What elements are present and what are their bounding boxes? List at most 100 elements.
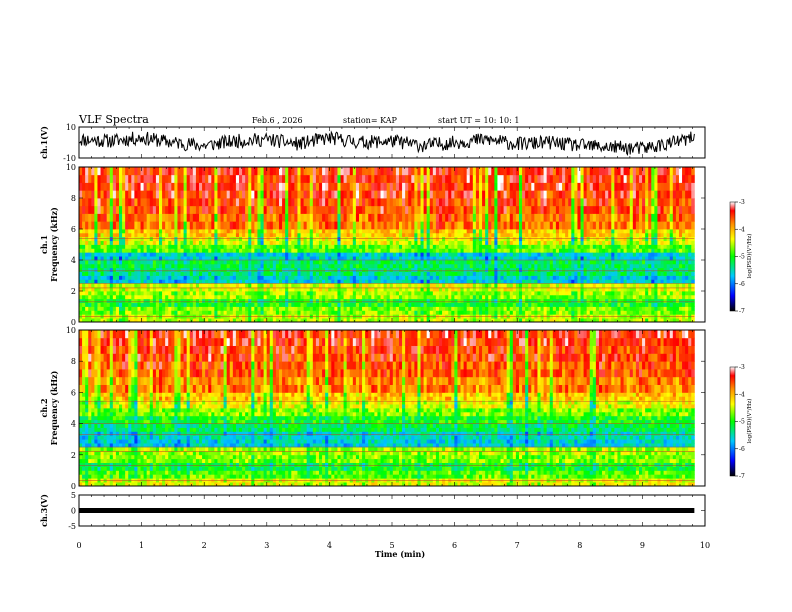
spectrogram-cell <box>423 240 428 245</box>
spectrogram-cell <box>180 190 185 199</box>
spectrogram-cell <box>177 283 181 288</box>
spectrogram-cell <box>260 229 265 234</box>
spectrogram-cell <box>543 174 548 183</box>
spectrogram-cell <box>134 287 138 292</box>
spectrogram-cell <box>420 306 424 311</box>
spectrogram-cell <box>389 263 394 269</box>
spectrogram-cell <box>272 294 277 300</box>
spectrogram-cell <box>405 260 409 265</box>
spectrogram-cell <box>112 283 117 288</box>
spectrogram-cell <box>312 182 317 191</box>
spectrogram-cell <box>217 267 221 273</box>
spectrogram-cell <box>214 310 218 315</box>
spectrogram-cell <box>177 279 181 284</box>
spectrogram-cell <box>278 275 283 280</box>
spectrogram-cell <box>485 263 489 269</box>
spectrogram-cell <box>417 287 421 292</box>
spectrogram-cell <box>103 310 108 315</box>
spectrogram-cell <box>214 279 218 284</box>
spectrogram-cell <box>346 205 351 214</box>
spectrogram-cell <box>202 205 206 214</box>
spectrogram-cell <box>205 256 209 261</box>
spectrogram-cell <box>186 236 191 242</box>
spectrogram-cell <box>463 182 468 191</box>
spectrogram-cell <box>82 275 86 280</box>
spectrogram-cell <box>251 221 255 230</box>
spectrogram-cell <box>469 198 474 207</box>
spectrogram-cell <box>426 275 431 280</box>
spectrogram-cell <box>79 287 83 292</box>
spectrogram-cell <box>300 229 305 234</box>
spectrogram-cell <box>260 275 265 280</box>
spectrogram-cell <box>198 248 203 253</box>
spectrogram-cell <box>395 306 400 311</box>
spectrogram-cell <box>469 213 474 222</box>
spectrogram-cell <box>159 182 163 191</box>
spectrogram-cell <box>192 244 197 249</box>
spectrogram-cell <box>318 318 323 323</box>
spectrogram-cell <box>426 306 431 311</box>
spectrogram-cell <box>358 167 363 176</box>
spectrogram-cell <box>500 240 504 245</box>
spectrogram-cell <box>266 174 271 183</box>
spectrogram-cell <box>155 275 160 280</box>
spectrogram-cell <box>177 287 181 292</box>
spectrogram-cell <box>451 236 455 242</box>
spectrogram-cell <box>408 283 412 288</box>
spectrogram-cell <box>309 236 314 242</box>
spectrogram-cell <box>522 302 526 307</box>
spectrogram-cell <box>322 198 326 207</box>
spectrogram-cell <box>405 275 409 280</box>
spectrogram-cell <box>463 263 468 269</box>
spectrogram-cell <box>146 260 151 265</box>
spectrogram-cell <box>386 256 391 261</box>
spectrogram-cell <box>214 205 218 214</box>
spectrogram-cell <box>395 236 400 242</box>
spectrogram-cell <box>125 267 129 273</box>
spectrogram-cell <box>162 174 166 183</box>
spectrogram-cell <box>389 213 394 222</box>
spectrogram-cell <box>115 205 120 214</box>
spectrogram-cell <box>340 263 345 269</box>
spectrogram-cell <box>272 291 277 296</box>
spectrogram-cell <box>278 240 283 245</box>
spectrogram-cell <box>79 306 83 311</box>
spectrogram-cell <box>389 275 394 280</box>
spectrogram-cell <box>509 244 514 249</box>
spectrogram-cell <box>214 294 218 300</box>
spectrogram-cell <box>349 283 354 288</box>
spectrogram-cell <box>306 182 311 191</box>
spectrogram-cell <box>266 291 271 296</box>
spectrogram-cell <box>402 167 406 176</box>
spectrogram-cell <box>146 221 151 230</box>
spectrogram-cell <box>478 198 483 207</box>
spectrogram-cell <box>245 213 249 222</box>
spectrogram-cell <box>208 267 212 273</box>
spectrogram-cell <box>340 198 345 207</box>
spectrogram-cell <box>220 248 225 253</box>
spectrogram-cell <box>454 271 458 276</box>
spectrogram-cell <box>478 252 483 257</box>
spectrogram-cell <box>269 256 274 261</box>
spectrogram-cell <box>112 318 117 323</box>
spectrogram-cell <box>269 260 274 265</box>
spectrogram-cell <box>263 229 268 234</box>
spectrogram-cell <box>318 248 323 253</box>
spectrogram-cell <box>223 263 228 269</box>
spectrogram-cell <box>506 190 511 199</box>
spectrogram-cell <box>460 275 464 280</box>
spectrogram-cell <box>389 174 394 183</box>
spectrogram-cell <box>285 271 289 276</box>
spectrogram-cell <box>112 167 117 176</box>
spectrogram-cell <box>189 306 194 311</box>
spectrogram-cell <box>451 294 455 300</box>
spectrogram-cell <box>485 279 489 284</box>
spectrogram-cell <box>331 229 335 234</box>
spectrogram-cell <box>494 248 498 253</box>
spectrogram-cell <box>488 167 492 176</box>
spectrogram-cell <box>491 252 495 257</box>
spectrogram-cell <box>238 306 243 311</box>
spectrogram-cell <box>232 236 237 242</box>
spectrogram-cell <box>392 275 397 280</box>
spectrogram-cell <box>540 174 544 183</box>
